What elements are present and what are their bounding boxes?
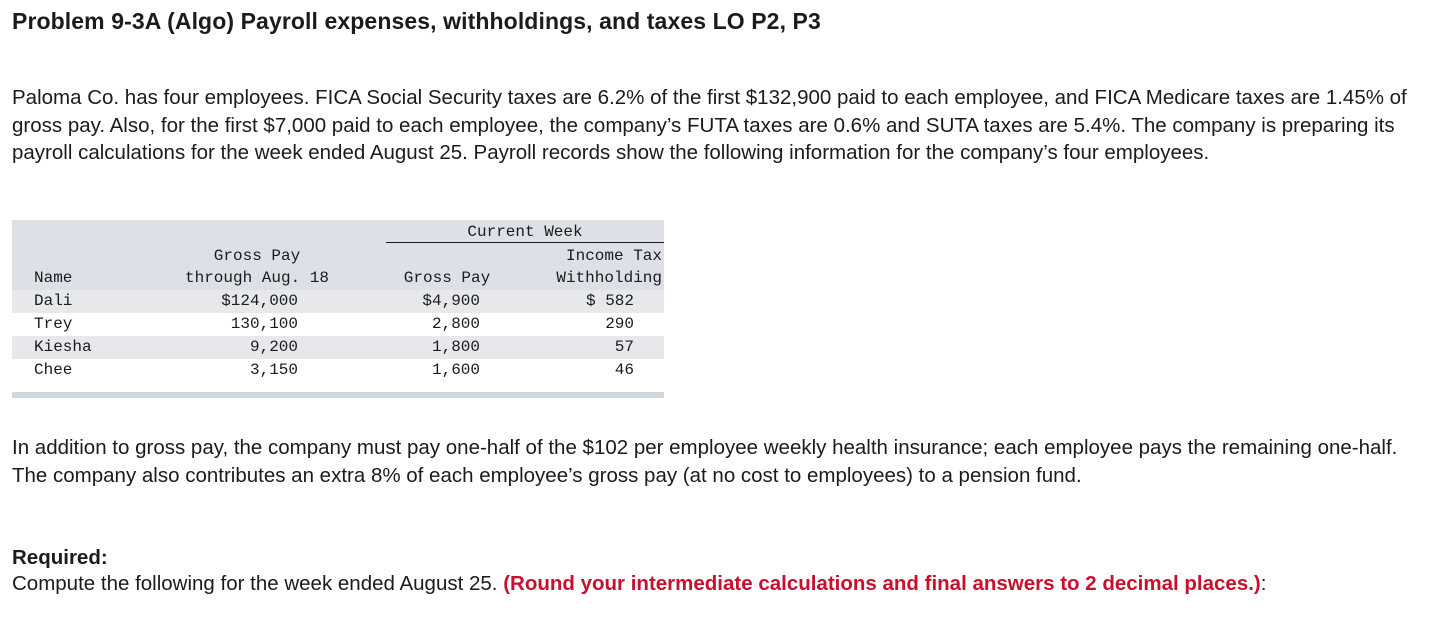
gross-through-value: 130,100 [230,315,298,333]
current-week-rule [386,242,664,243]
name-header: Name [34,269,73,287]
gross-pay-value: 1,600 [431,361,480,379]
table-row-band [12,336,664,359]
gross-pay-header: Gross Pay [403,269,491,287]
gross-through-value: $124,000 [221,292,298,310]
rounding-note: (Round your intermediate calculations an… [503,572,1261,595]
gross-pay-value: 2,800 [431,315,480,333]
payroll-table: Current Week Gross Pay through Aug. 18 N… [12,220,664,398]
gross-pay-value: $4,900 [422,292,480,310]
required-instructions: Compute the following for the week ended… [12,570,1432,597]
gross-through-header-line2: through Aug. 18 [184,269,330,287]
required-end: : [1260,572,1267,595]
required-text: Compute the following for the week ended… [12,572,504,595]
employee-name: Dali [34,292,73,310]
table-header-band [12,220,664,290]
income-tax-value: $ 582 [585,292,634,310]
employee-name: Chee [34,361,73,379]
income-tax-value: 57 [614,338,634,356]
employee-name: Trey [34,315,73,333]
additional-info-paragraph: In addition to gross pay, the company mu… [12,436,1398,487]
gross-through-value: 3,150 [249,361,298,379]
income-tax-value: 46 [614,361,634,379]
problem-intro-paragraph: Paloma Co. has four employees. FICA Soci… [12,86,1407,164]
income-tax-header-line1: Income Tax [565,247,662,265]
current-week-header: Current Week [467,223,583,241]
table-row-band [12,290,664,313]
gross-through-value: 9,200 [249,338,298,356]
gross-pay-value: 1,800 [431,338,480,356]
required-heading: Required: [12,546,108,569]
employee-name: Kiesha [34,338,92,356]
problem-title: Problem 9-3A (Algo) Payroll expenses, wi… [12,8,821,34]
table-bottom-border [12,392,664,398]
income-tax-value: 290 [605,315,634,333]
income-tax-header-line2: Withholding [556,269,662,287]
gross-through-header-line1: Gross Pay [213,247,301,265]
